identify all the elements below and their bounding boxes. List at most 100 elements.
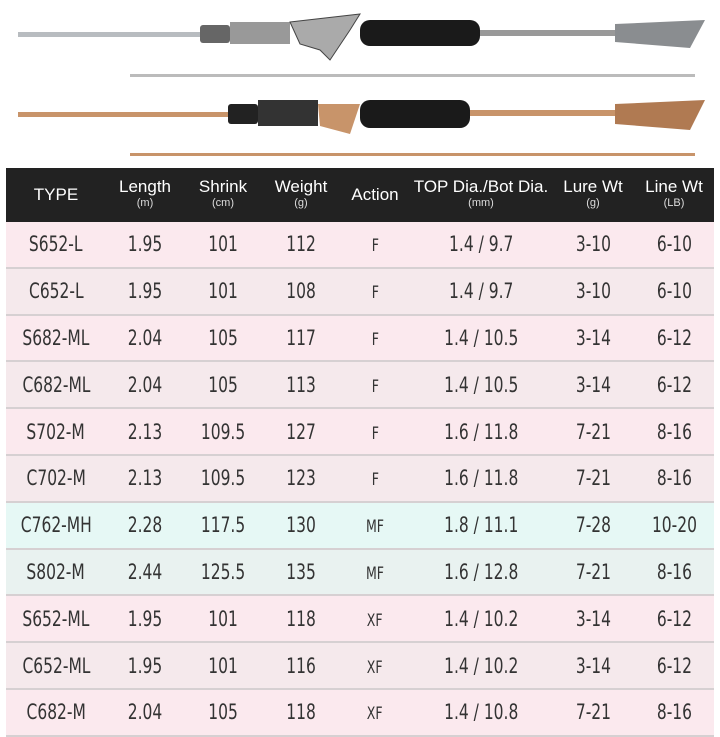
cell-action: F: [340, 267, 410, 316]
cell-action: XF: [340, 642, 410, 690]
cell-text: S702-M: [26, 419, 86, 444]
table-row: C702-M 2.13 109.5 123 F 1.6 / 11.8 7-21 8-16: [6, 454, 714, 503]
cell-text: 2.04: [127, 325, 163, 350]
cell-lure-weight: 7-21: [552, 454, 634, 503]
cell-text: 105: [208, 372, 238, 397]
specs-table: TYPE Length (m) Shrink (cm) Weight (g) Action TO…: [6, 168, 714, 737]
cell-action: XF: [340, 595, 410, 644]
header-type: TYPE: [6, 168, 106, 222]
cell-action: MF: [340, 548, 410, 597]
cell-length: 1.95: [106, 595, 184, 644]
cell-lure-weight: 7-28: [552, 501, 634, 550]
cell-shrink: 117.5: [184, 501, 262, 550]
cell-text: 7-21: [575, 700, 611, 725]
table-row: C762-MH 2.28 117.5 130 MF 1.8 / 11.1 7-28 10-20: [6, 501, 714, 550]
cell-weight: 116: [262, 642, 340, 690]
cell-line-weight: 8-16: [634, 688, 714, 737]
cell-diameter: 1.4 / 9.7: [410, 267, 552, 316]
cell-text: 1.95: [127, 653, 163, 678]
cell-diameter: 1.4 / 10.2: [410, 642, 552, 690]
cell-text: 1.95: [127, 606, 163, 631]
cell-action: MF: [340, 501, 410, 550]
cell-line-weight: 8-16: [634, 408, 714, 456]
cell-text: 1.4 / 10.5: [443, 325, 519, 350]
cell-line-weight: 6-12: [634, 642, 714, 690]
cell-text: 3-14: [575, 325, 611, 350]
cell-text: 135: [286, 559, 316, 584]
cell-text: C652-ML: [22, 653, 90, 678]
cell-text: MF: [365, 563, 385, 584]
header-label: TOP Dia./Bot Dia.: [413, 177, 549, 196]
cell-text: 1.4 / 9.7: [448, 279, 514, 304]
cell-text: 7-21: [575, 559, 611, 584]
cell-action: F: [340, 314, 410, 363]
header-unit: (m): [136, 197, 154, 209]
cell-text: F: [371, 376, 379, 397]
cell-lure-weight: 7-21: [552, 408, 634, 456]
header-diameter: TOP Dia./Bot Dia. (mm): [410, 168, 552, 222]
cell-text: 6-10: [656, 279, 692, 304]
header-length: Length (m): [106, 168, 184, 222]
cell-text: 6-12: [656, 653, 692, 678]
cell-type: C702-M: [6, 454, 106, 503]
cell-text: 2.04: [127, 700, 163, 725]
cell-type: C652-ML: [6, 642, 106, 690]
cell-text: F: [371, 283, 379, 304]
cell-shrink: 109.5: [184, 408, 262, 456]
cell-length: 1.95: [106, 642, 184, 690]
cell-diameter: 1.4 / 10.5: [410, 314, 552, 363]
cell-text: 6-12: [656, 325, 692, 350]
cell-action: XF: [340, 688, 410, 737]
header-line-weight: Line Wt (LB): [634, 168, 714, 222]
cell-text: 105: [208, 325, 238, 350]
header-action: Action: [340, 168, 410, 222]
cell-text: 130: [286, 513, 316, 538]
cell-text: 1.4 / 10.2: [443, 653, 519, 678]
cell-text: 7-21: [575, 466, 611, 491]
cell-text: S682-ML: [22, 325, 90, 350]
table-row: S652-L 1.95 101 112 F 1.4 / 9.7 3-10 6-10: [6, 222, 714, 269]
cell-diameter: 1.6 / 12.8: [410, 548, 552, 597]
cell-weight: 123: [262, 454, 340, 503]
cell-text: 127: [286, 419, 316, 444]
cell-length: 1.95: [106, 267, 184, 316]
cell-text: 101: [208, 653, 238, 678]
cell-action: F: [340, 408, 410, 456]
cell-text: S652-L: [29, 232, 83, 257]
cell-shrink: 101: [184, 642, 262, 690]
table-row: C682-M 2.04 105 118 XF 1.4 / 10.8 7-21 8-16: [6, 688, 714, 737]
cell-text: 10-20: [651, 513, 697, 538]
cell-action: F: [340, 454, 410, 503]
cell-text: S802-M: [26, 559, 86, 584]
header-label: Line Wt: [645, 177, 703, 196]
cell-text: C652-L: [28, 279, 84, 304]
cell-text: 101: [208, 232, 238, 257]
header-unit: (mm): [468, 197, 494, 209]
cell-line-weight: 6-12: [634, 314, 714, 363]
cell-shrink: 105: [184, 314, 262, 363]
cell-text: 8-16: [656, 700, 692, 725]
table-row: C682-ML 2.04 105 113 F 1.4 / 10.5 3-14 6-12: [6, 361, 714, 410]
cell-length: 2.04: [106, 688, 184, 737]
cell-text: 116: [286, 653, 316, 678]
cell-weight: 130: [262, 501, 340, 550]
header-label: Length: [119, 177, 171, 196]
header-weight: Weight (g): [262, 168, 340, 222]
header-lure-weight: Lure Wt (g): [552, 168, 634, 222]
cell-text: F: [371, 329, 379, 350]
cell-text: 8-16: [656, 466, 692, 491]
cell-weight: 135: [262, 548, 340, 597]
cell-text: 101: [208, 279, 238, 304]
cell-shrink: 101: [184, 595, 262, 644]
cell-lure-weight: 3-14: [552, 642, 634, 690]
cell-diameter: 1.4 / 10.2: [410, 595, 552, 644]
header-label: Shrink: [198, 177, 248, 196]
cell-line-weight: 6-10: [634, 222, 714, 269]
cell-lure-weight: 3-14: [552, 595, 634, 644]
header-label: Weight: [274, 177, 328, 196]
cell-action: F: [340, 222, 410, 269]
cell-text: S652-ML: [22, 606, 90, 631]
cell-diameter: 1.8 / 11.1: [410, 501, 552, 550]
cell-text: 1.6 / 12.8: [443, 559, 519, 584]
cell-shrink: 101: [184, 222, 262, 269]
